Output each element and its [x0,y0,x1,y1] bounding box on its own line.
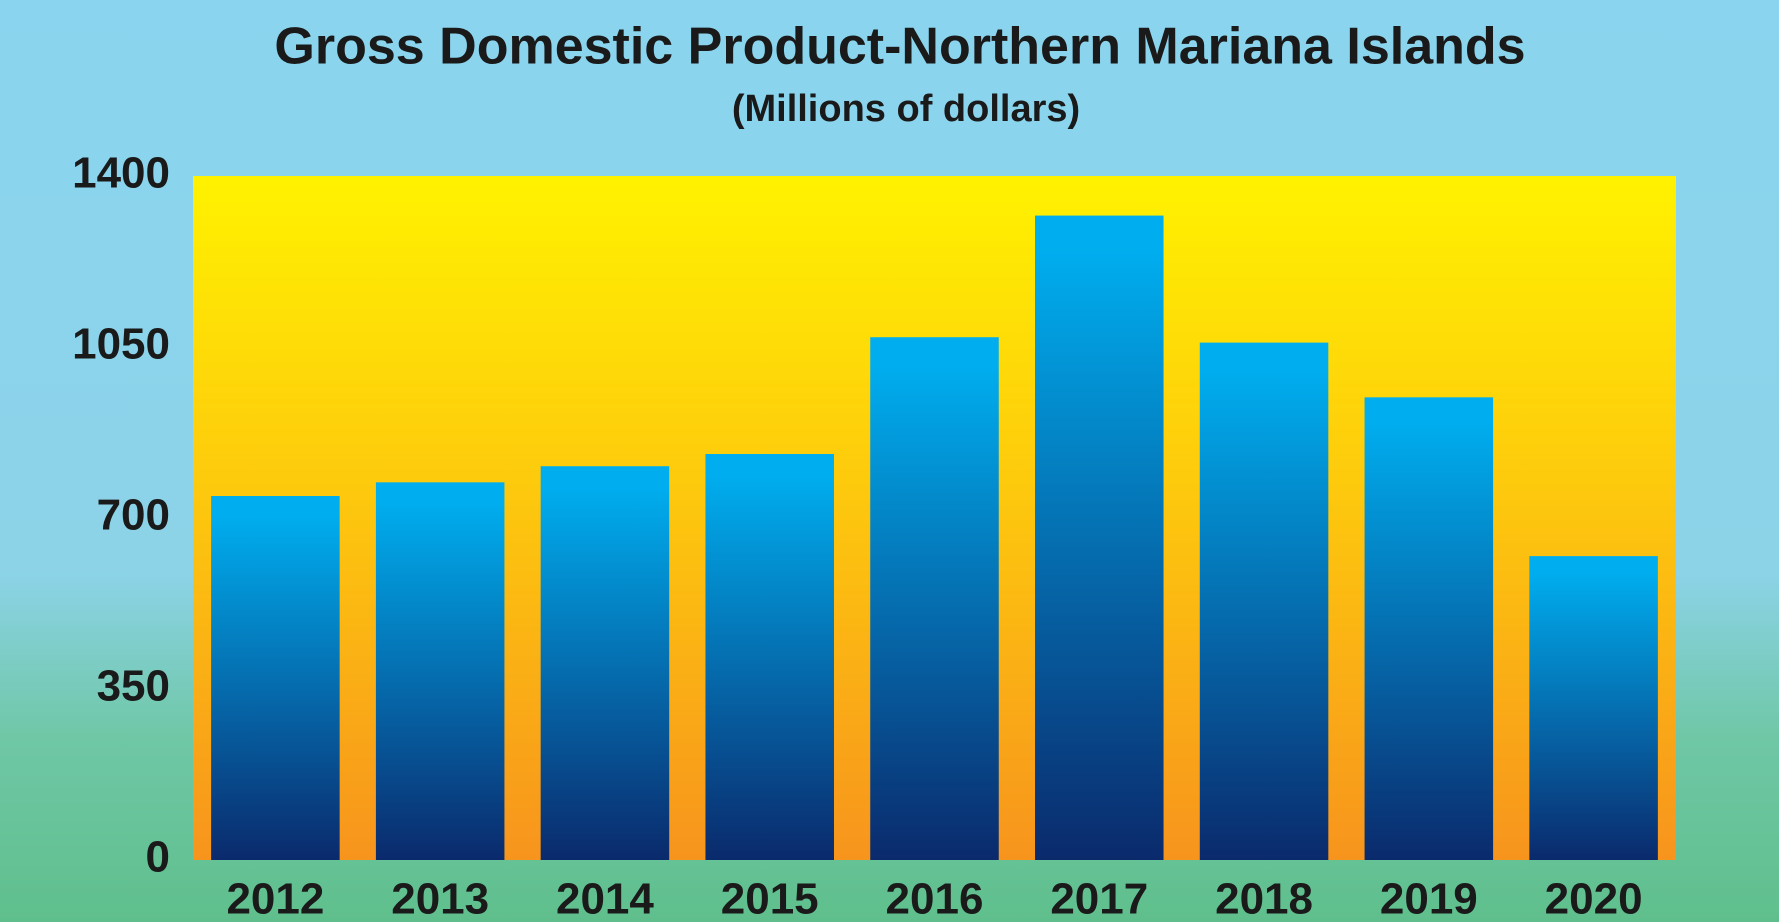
x-tick-label: 2018 [1215,875,1313,922]
bar [1199,342,1329,860]
bar [540,466,670,860]
x-tick-label: 2014 [556,875,654,922]
y-tick-label: 350 [97,662,170,711]
x-tick-label: 2013 [391,875,489,922]
x-tick-label: 2020 [1545,875,1643,922]
bar [1035,215,1164,860]
x-tick-label: 2012 [226,875,324,922]
y-tick-label: 700 [97,491,170,540]
chart-title: Gross Domestic Product-Northern Mariana … [274,18,1525,76]
chart-subtitle: (Millions of dollars) [732,88,1080,130]
bar [870,337,999,860]
x-tick-label: 2017 [1050,875,1148,922]
x-tick-label: 2016 [886,875,984,922]
bar [1364,397,1494,860]
y-tick-label: 0 [146,833,170,882]
y-tick-label: 1050 [72,320,170,369]
bar [211,496,340,860]
y-tick-label: 1400 [72,149,170,198]
x-tick-label: 2015 [721,875,819,922]
bar [705,453,834,860]
bar [375,482,505,860]
x-tick-label: 2019 [1380,875,1478,922]
bar [1529,556,1658,860]
